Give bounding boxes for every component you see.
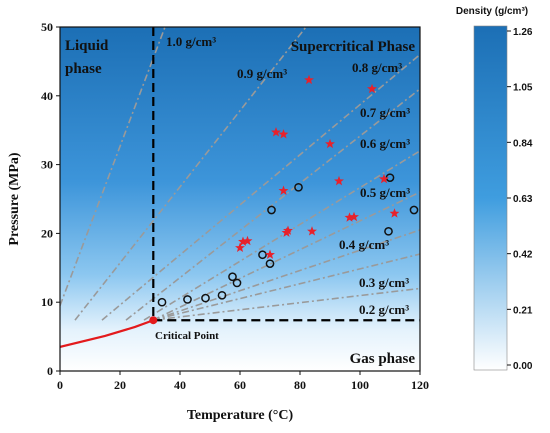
colorbar	[473, 25, 508, 371]
isochore-line	[152, 253, 420, 321]
data-point-star	[389, 208, 400, 218]
x-tick-label: 60	[234, 378, 246, 392]
data-point-circle	[265, 259, 275, 269]
data-point-circle	[157, 297, 167, 307]
liquid-phase-label-line2: phase	[65, 61, 102, 77]
data-point-circle	[409, 205, 419, 215]
colorbar-ticks: 1.26 1.05 0.84 0.63 0.42 0.21 0.00	[507, 27, 533, 372]
colorbar-tick-label: 0.42	[513, 250, 533, 261]
colorbar-tick-label: 0.63	[513, 194, 533, 205]
isochore-line	[125, 88, 420, 321]
y-tick-label: 20	[41, 226, 53, 240]
data-point-circle	[384, 226, 393, 236]
isochore-label: 0.2 g/cm³	[359, 302, 409, 317]
isochore-line	[152, 229, 420, 321]
isochore-label: 0.3 g/cm³	[359, 275, 409, 290]
phase-boundary-layer	[60, 27, 420, 348]
marker-layer	[157, 74, 419, 307]
data-point-star	[265, 249, 275, 259]
data-point-star	[379, 173, 389, 184]
isochore-line	[60, 27, 166, 306]
data-point-circle	[258, 250, 267, 260]
isochore-label: 0.7 g/cm³	[360, 105, 410, 120]
colorbar-tick-label: 0.21	[513, 305, 533, 316]
gas-phase-label: Gas phase	[350, 351, 416, 367]
data-point-star	[304, 74, 314, 85]
colorbar-tick-label: 0.84	[513, 138, 533, 149]
data-point-star	[349, 211, 359, 222]
x-tick-label: 100	[351, 378, 369, 392]
isochore-label: 0.5 g/cm³	[360, 185, 410, 200]
plot-field	[60, 27, 420, 371]
data-point-star	[344, 212, 355, 222]
phase-boundary-curve	[60, 319, 154, 348]
data-point-star	[242, 235, 253, 246]
x-axis-title: Temperature (°C)	[187, 408, 294, 423]
data-point-star	[334, 175, 344, 186]
critical-point-marker	[149, 316, 158, 325]
isochore-label: 0.4 g/cm³	[339, 237, 389, 252]
isochore-label: 0.8 g/cm³	[352, 60, 402, 75]
x-tick-label: 120	[411, 378, 429, 392]
isochore-line	[74, 27, 307, 321]
data-point-star	[271, 127, 281, 137]
axis-ticks: 0 20 40 60 80 100 120 0 10 20 30 40 50	[41, 20, 429, 392]
data-point-star	[283, 225, 293, 235]
data-point-star	[325, 138, 335, 149]
data-point-circle	[183, 295, 192, 304]
isochore-label: 0.9 g/cm³	[237, 66, 287, 81]
supercritical-phase-label: Supercritical Phase	[291, 39, 416, 55]
isochore-label: 0.6 g/cm³	[360, 136, 410, 151]
data-point-circle	[267, 205, 276, 215]
isochore-line	[143, 150, 420, 321]
data-point-star	[367, 83, 377, 94]
data-point-star	[307, 226, 317, 236]
colorbar-tick-label: 0.00	[513, 361, 533, 372]
x-tick-label: 80	[294, 378, 306, 392]
critical-point-label: Critical Point	[155, 330, 219, 342]
isochore-line	[101, 53, 420, 321]
data-point-circle	[228, 272, 237, 282]
y-tick-label: 30	[41, 158, 53, 172]
chart-labels: 1.0 g/cm³ 0.9 g/cm³ 0.8 g/cm³ 0.7 g/cm³ 0.6 …	[166, 34, 410, 317]
y-tick-label: 50	[41, 20, 53, 34]
y-tick-label: 0	[47, 364, 53, 378]
colorbar-tick-label: 1.26	[513, 27, 533, 38]
data-point-circle	[294, 182, 303, 192]
data-point-circle	[201, 293, 210, 303]
data-point-star	[238, 236, 248, 246]
isochore-label: 1.0 g/cm³	[166, 34, 216, 49]
data-point-star	[278, 185, 289, 195]
isochore-layer	[60, 27, 420, 321]
x-tick-label: 20	[114, 378, 126, 392]
y-tick-label: 40	[41, 89, 53, 103]
colorbar-tick-label: 1.05	[513, 83, 533, 94]
y-tick-label: 10	[41, 295, 53, 309]
colorbar-title: Density (g/cm³)	[456, 6, 528, 17]
isochore-line	[152, 191, 420, 321]
x-tick-label: 40	[174, 378, 186, 392]
y-axis-title: Pressure (MPa)	[7, 152, 22, 246]
data-point-circle	[217, 290, 227, 300]
data-point-circle	[232, 278, 242, 288]
x-tick-label: 0	[57, 378, 63, 392]
data-point-star	[278, 129, 289, 139]
data-point-star	[235, 242, 245, 253]
liquid-phase-label-line1: Liquid	[65, 38, 109, 54]
